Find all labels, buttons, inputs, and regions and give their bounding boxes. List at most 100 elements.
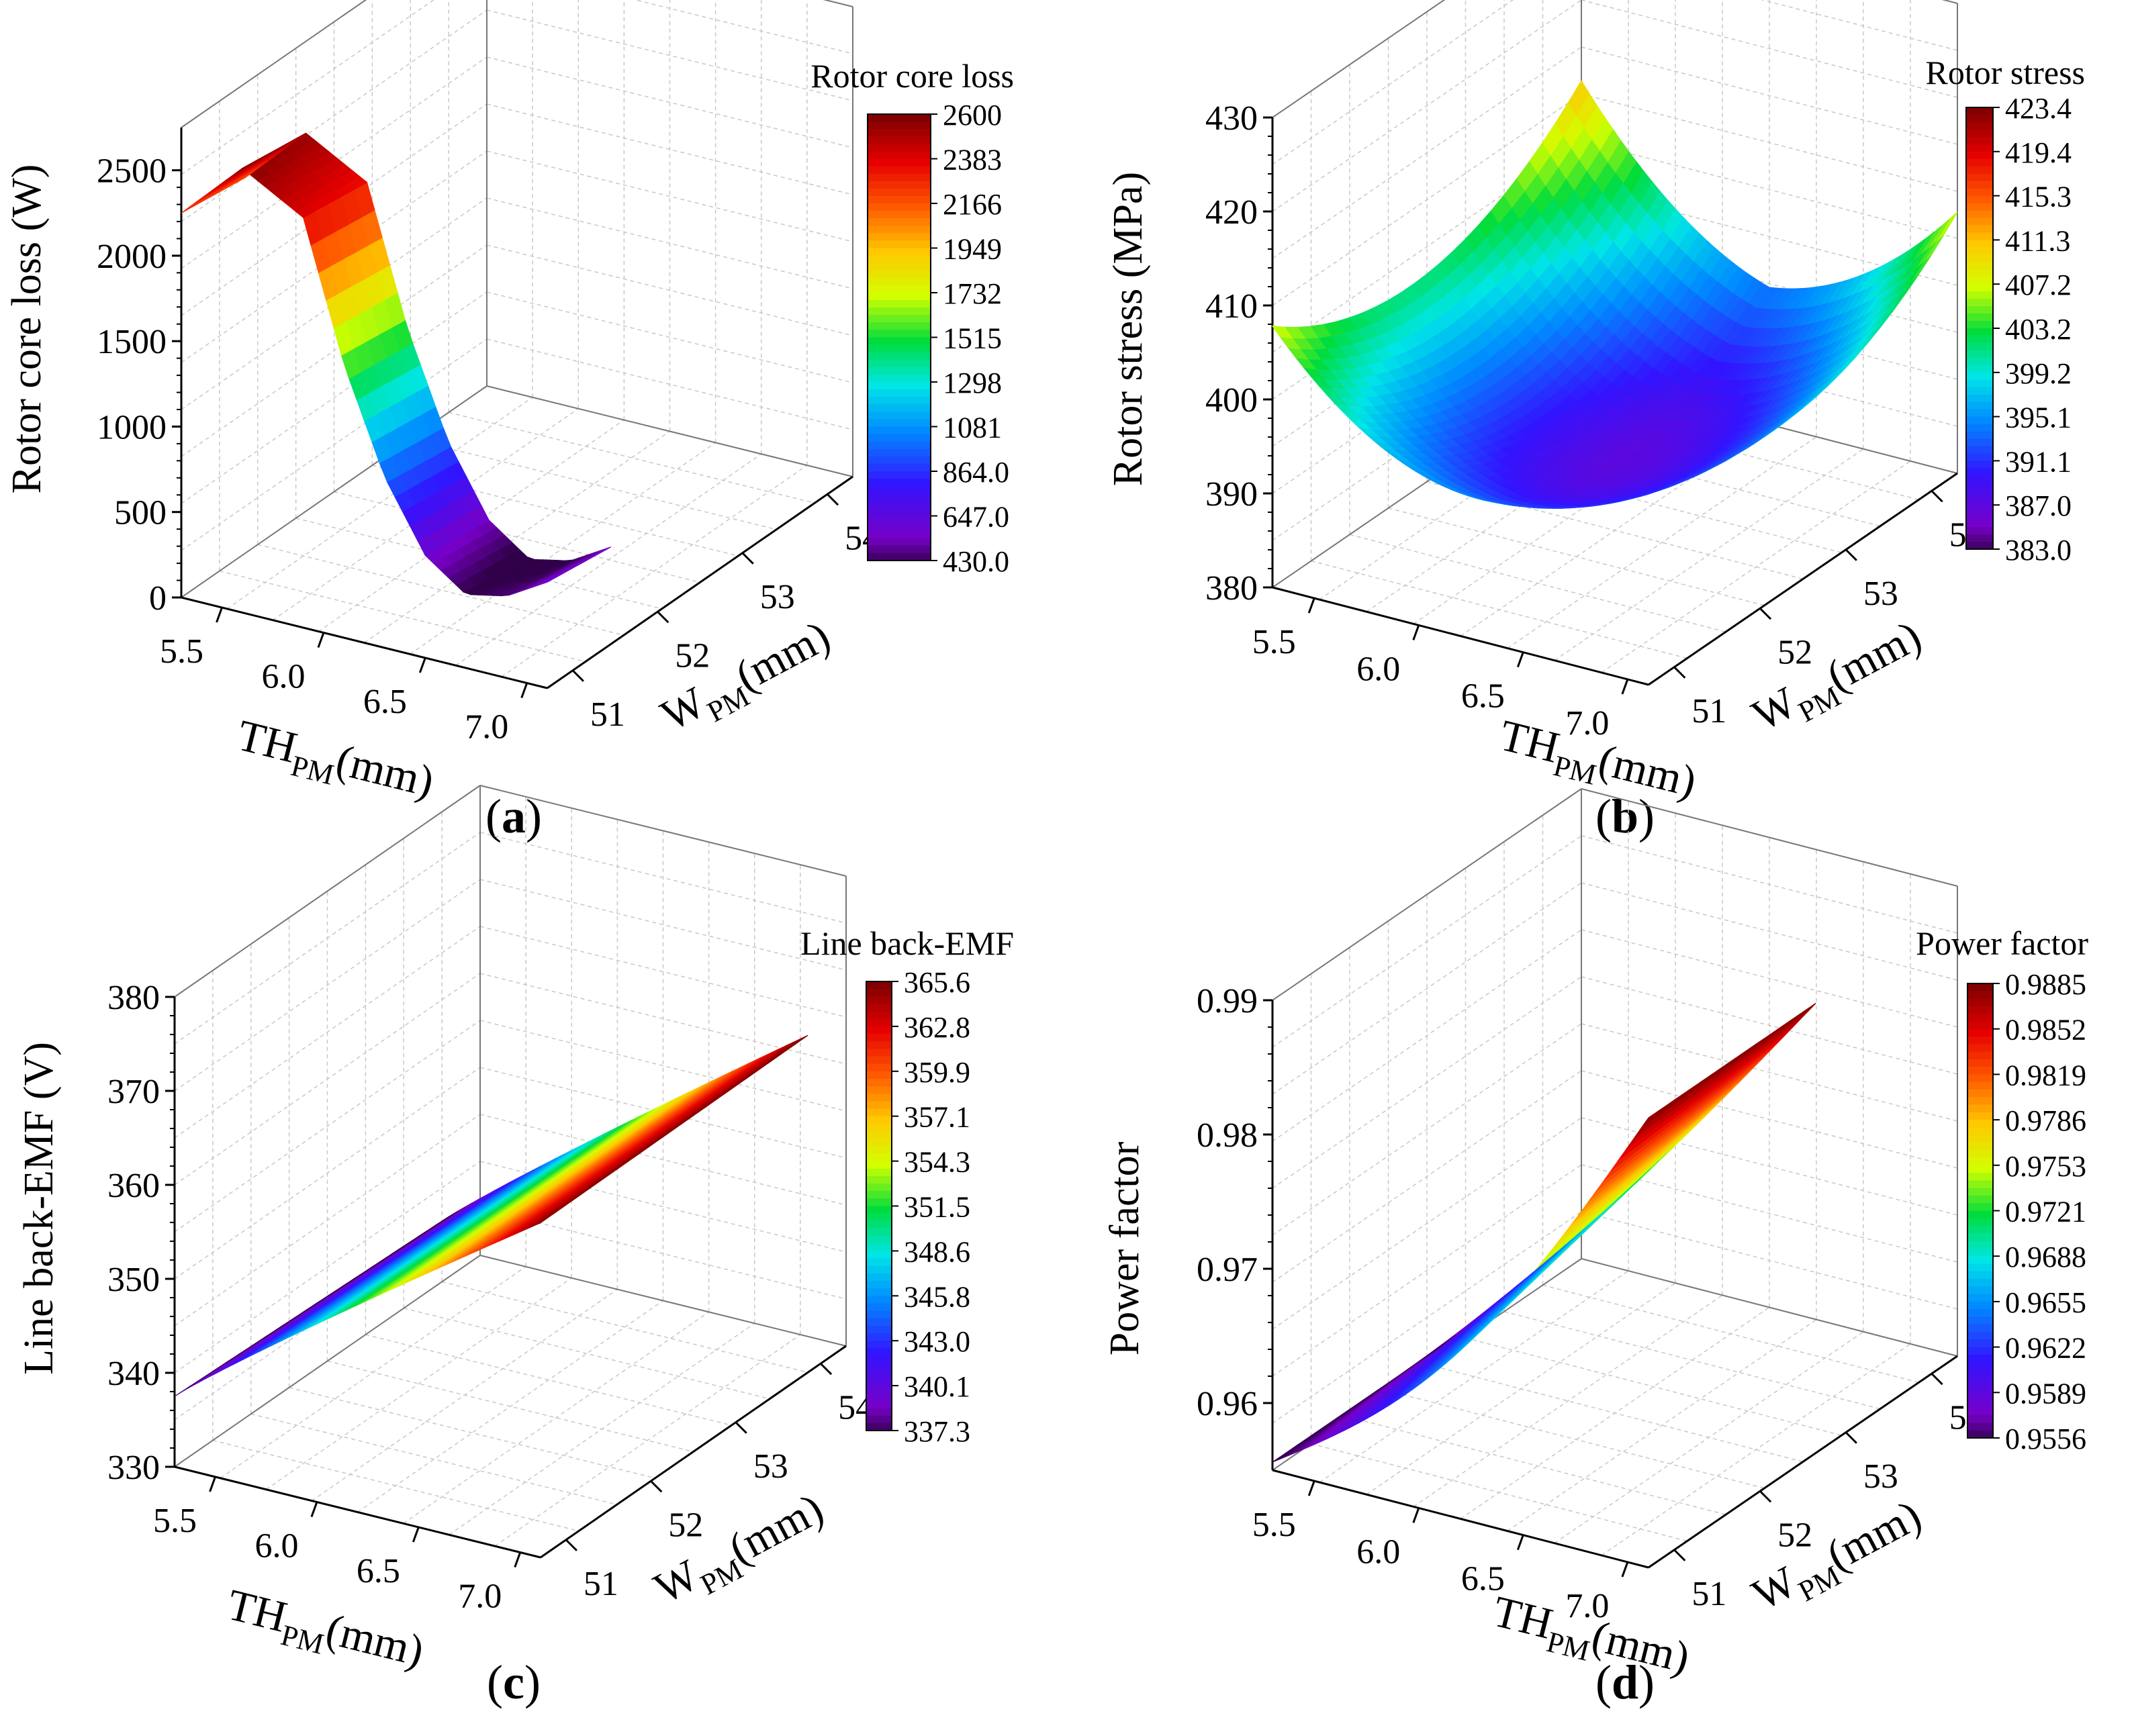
grid-line	[174, 1161, 481, 1373]
panel-label-letter: d	[1612, 1655, 1638, 1709]
colorbar-band	[1967, 1021, 1993, 1030]
y-axis-label-unit: (mm)	[1819, 612, 1929, 701]
grid-line	[327, 1360, 694, 1453]
colorbar-tick-label: 2166	[943, 188, 1002, 221]
panel-label: (a)	[485, 789, 542, 843]
colorbar-band	[1966, 446, 1993, 454]
colorbar-band	[1967, 1324, 1993, 1333]
colorbar-tick-label: 359.9	[904, 1056, 970, 1089]
colorbar-tick-label: 647.0	[943, 501, 1009, 534]
z-tick-label: 400	[1205, 381, 1258, 420]
colorbar-band	[868, 456, 931, 465]
y-axis-label-unit: (mm)	[728, 612, 838, 701]
colorbar-tick-label: 1081	[943, 412, 1002, 444]
panel-label-close: )	[524, 1655, 541, 1709]
colorbar-band	[866, 1296, 892, 1304]
colorbar-band	[866, 1101, 892, 1110]
grid-line	[479, 879, 847, 971]
axis-box-edge	[1581, 788, 1958, 887]
colorbar-band	[866, 1026, 892, 1035]
grid-line	[1349, 1416, 1726, 1515]
grid-line	[1426, 481, 1804, 580]
z-tick-label: 390	[1205, 475, 1258, 514]
colorbar-band	[1967, 1173, 1993, 1182]
colorbar-band	[1967, 1362, 1993, 1371]
colorbar-band	[866, 1139, 892, 1147]
x-tick-label: 5.5	[1252, 1506, 1296, 1544]
colorbar-band	[1967, 1074, 1993, 1083]
colorbar-band	[1967, 1347, 1993, 1355]
x-tick	[1516, 1535, 1524, 1551]
colorbar-band	[868, 545, 931, 554]
panel-label-open: (	[1595, 789, 1612, 843]
colorbar-tick-label: 399.2	[2005, 357, 2072, 390]
z-axis-label: Rotor core loss (W)	[4, 164, 50, 494]
colorbar-band	[866, 1161, 892, 1169]
colorbar-tick-label: 340.1	[904, 1370, 970, 1403]
colorbar-tick-label: 0.9852	[2005, 1014, 2086, 1047]
colorbar-band	[868, 307, 931, 316]
y-axis-line	[1648, 472, 1958, 686]
colorbar-band	[868, 448, 931, 457]
colorbar-band	[1967, 1150, 1993, 1159]
y-tick	[741, 552, 754, 565]
colorbar-band	[868, 240, 931, 249]
surface-patch	[428, 1216, 450, 1231]
y-tick-label: 53	[1863, 1457, 1898, 1496]
colorbar-tick-label: 0.9885	[2005, 968, 2086, 1001]
grid-line	[1581, 1164, 1958, 1263]
colorbar-band	[1967, 1081, 1993, 1090]
colorbar-band	[868, 173, 931, 182]
colorbar-band	[1967, 1354, 1993, 1363]
colorbar-band	[868, 516, 931, 524]
colorbar-band	[868, 166, 931, 175]
x-axis-label-main: TH	[232, 711, 301, 773]
colorbar-band	[1966, 306, 1993, 315]
x-tick	[514, 1551, 522, 1568]
colorbar-tick-label: 0.9819	[2005, 1059, 2086, 1092]
colorbar-band	[1966, 188, 1993, 197]
y-tick-label: 52	[1777, 1516, 1812, 1554]
colorbar-tick-label: 0.9721	[2005, 1196, 2086, 1228]
colorbar-band	[868, 233, 931, 242]
colorbar-band	[1967, 1165, 1993, 1174]
colorbar-tick-label: 1515	[943, 322, 1002, 355]
colorbar-band	[1967, 1415, 1993, 1424]
y-tick	[1931, 490, 1943, 503]
colorbar-band	[868, 523, 931, 532]
panel-label: (c)	[487, 1655, 541, 1709]
colorbar-band	[866, 1341, 892, 1349]
colorbar-band	[866, 1363, 892, 1371]
colorbar-band	[1967, 1104, 1993, 1113]
axis-box-edge	[174, 785, 481, 998]
panel-label-open: (	[485, 789, 502, 843]
y-tick	[820, 1363, 833, 1376]
colorbar-band	[868, 359, 931, 368]
colorbar-band	[866, 1258, 892, 1267]
colorbar-title: Rotor core loss	[810, 57, 1014, 95]
surface-patch	[1568, 80, 1590, 116]
colorbar-band	[1966, 122, 1993, 130]
axis-box-edge	[174, 1255, 481, 1467]
colorbar-band	[1967, 1127, 1993, 1136]
y-axis-label-main: W	[1745, 1557, 1805, 1620]
colorbar-band	[866, 1116, 892, 1124]
colorbar-band	[868, 479, 931, 487]
colorbar-band	[866, 1310, 892, 1319]
colorbar-band	[1966, 136, 1993, 145]
colorbar-tick-label: 1732	[943, 277, 1002, 310]
y-tick-label: 51	[590, 695, 625, 734]
colorbar-band	[1966, 379, 1993, 388]
colorbar-band	[868, 552, 931, 561]
x-tick-label: 7.0	[1565, 704, 1609, 742]
colorbar-band	[866, 1236, 892, 1245]
x-axis-label-unit: (mm)	[321, 1604, 428, 1676]
colorbar-tick-label: 362.8	[904, 1011, 970, 1044]
surface-patch	[1928, 218, 1950, 248]
colorbar-band	[1966, 114, 1993, 123]
grid-line	[1503, 1311, 1881, 1410]
x-tick-label: 6.5	[357, 1552, 400, 1590]
y-axis-label: WPM(mm)	[1745, 612, 1933, 749]
colorbar-band	[1966, 497, 1993, 506]
colorbar-band	[1967, 1400, 1993, 1408]
